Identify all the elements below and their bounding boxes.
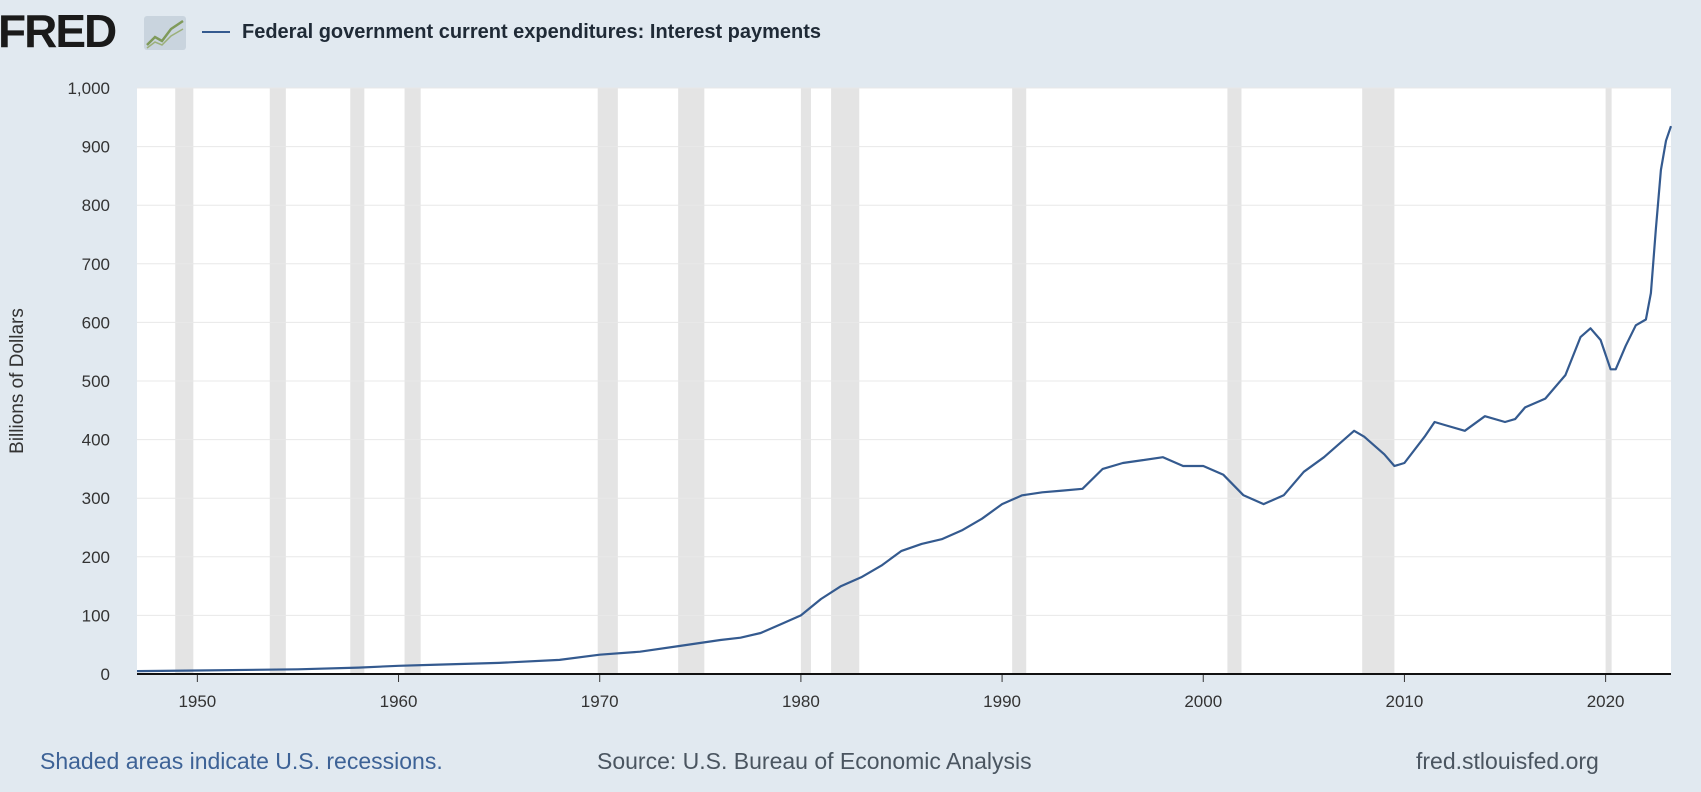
line-chart[interactable]: 0 100 200 300 400 500 600 700 800 900 1,000 1950 196…: [0, 70, 1701, 735]
recession-note-link[interactable]: Shaded areas indicate U.S. recessions.: [40, 748, 443, 774]
y-tick-label: 800: [82, 196, 110, 215]
legend-series-label: Federal government current expenditures:…: [242, 20, 822, 43]
x-tick-label: 1960: [380, 692, 418, 711]
fred-logo[interactable]: FRED: [0, 5, 117, 57]
series-layer: [136, 125, 1673, 673]
y-tick-label: 400: [82, 431, 110, 450]
x-tick-label: 2000: [1184, 692, 1222, 711]
source-note: Source: U.S. Bureau of Economic Analysis: [597, 748, 1032, 774]
y-tick-label: 200: [82, 548, 110, 567]
x-tick-label: 1970: [581, 692, 619, 711]
y-tick-label: 500: [82, 372, 110, 391]
legend-series-swatch: [202, 31, 230, 33]
y-tick-label: 600: [82, 313, 110, 332]
x-tick-label: 1990: [983, 692, 1021, 711]
series-line-interest-payments: [136, 125, 1673, 673]
axes: 0 100 200 300 400 500 600 700 800 900 1,000 1950 196…: [67, 79, 1671, 711]
gridlines: [137, 87, 1671, 616]
y-tick-label: 0: [101, 665, 110, 684]
y-tick-label: 300: [82, 489, 110, 508]
y-tick-label: 100: [82, 606, 110, 625]
site-url[interactable]: fred.stlouisfed.org: [1416, 748, 1599, 774]
y-axis-title: Billions of Dollars: [7, 308, 28, 454]
y-tick-label: 700: [82, 255, 110, 274]
y-tick-label: 900: [82, 138, 110, 157]
x-tick-label: 2010: [1386, 692, 1424, 711]
line-graph-icon: [144, 16, 186, 50]
x-tick-label: 1950: [178, 692, 216, 711]
y-tick-label: 1,000: [67, 79, 110, 98]
chart-header: FRED Federal government current expendit…: [0, 0, 1701, 70]
x-tick-label: 1980: [782, 692, 820, 711]
x-tick-label: 2020: [1587, 692, 1625, 711]
chart-legend[interactable]: Federal government current expenditures:…: [202, 20, 821, 44]
